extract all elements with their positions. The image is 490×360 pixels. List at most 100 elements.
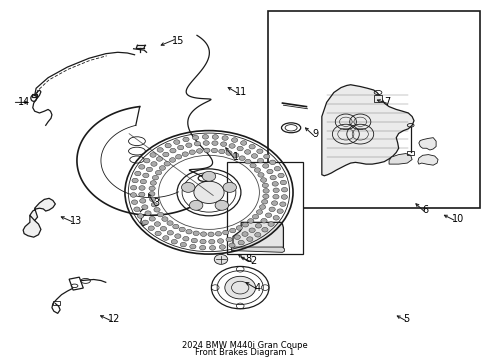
Circle shape	[242, 222, 248, 227]
Circle shape	[229, 144, 235, 148]
Circle shape	[135, 171, 141, 176]
Circle shape	[195, 141, 200, 146]
Circle shape	[264, 154, 270, 159]
Text: 15: 15	[172, 36, 184, 46]
Circle shape	[281, 195, 288, 199]
Circle shape	[190, 201, 203, 210]
Circle shape	[175, 234, 181, 238]
Circle shape	[139, 192, 145, 197]
Circle shape	[251, 154, 258, 158]
Circle shape	[249, 228, 255, 233]
Circle shape	[208, 232, 214, 237]
Circle shape	[257, 149, 263, 153]
Circle shape	[239, 156, 245, 161]
Circle shape	[152, 175, 159, 180]
Circle shape	[245, 150, 251, 154]
Circle shape	[202, 135, 209, 139]
Circle shape	[139, 165, 145, 169]
Circle shape	[212, 141, 218, 145]
Circle shape	[150, 153, 156, 157]
Circle shape	[200, 239, 206, 244]
Circle shape	[193, 231, 199, 235]
Circle shape	[271, 201, 278, 206]
Circle shape	[193, 135, 199, 140]
Text: 11: 11	[235, 87, 247, 97]
Circle shape	[241, 141, 247, 145]
Circle shape	[202, 171, 216, 181]
Circle shape	[233, 153, 239, 158]
Circle shape	[180, 242, 187, 247]
Circle shape	[186, 229, 192, 234]
Circle shape	[254, 168, 261, 172]
Circle shape	[256, 210, 263, 214]
Circle shape	[272, 181, 278, 186]
Polygon shape	[419, 138, 436, 150]
Circle shape	[183, 237, 189, 241]
Circle shape	[215, 201, 228, 210]
Text: 10: 10	[451, 214, 464, 224]
Circle shape	[249, 144, 255, 149]
Circle shape	[142, 205, 148, 210]
Circle shape	[247, 219, 254, 223]
Text: 14: 14	[18, 98, 30, 107]
Text: 8: 8	[245, 255, 251, 264]
Circle shape	[270, 175, 276, 180]
Circle shape	[167, 230, 173, 235]
Text: 12: 12	[108, 314, 121, 324]
Bar	[53, 301, 60, 305]
Circle shape	[277, 209, 283, 213]
Circle shape	[186, 143, 192, 148]
Circle shape	[263, 194, 269, 199]
Polygon shape	[418, 154, 438, 165]
Circle shape	[170, 148, 176, 153]
Circle shape	[149, 192, 155, 196]
Circle shape	[278, 173, 284, 178]
Circle shape	[212, 135, 219, 139]
Circle shape	[177, 145, 184, 150]
Circle shape	[259, 205, 266, 209]
Circle shape	[167, 221, 173, 225]
Circle shape	[182, 152, 188, 157]
Circle shape	[130, 185, 137, 190]
Circle shape	[165, 143, 171, 148]
Circle shape	[222, 136, 228, 140]
Circle shape	[245, 159, 251, 164]
Circle shape	[145, 211, 151, 215]
Circle shape	[219, 245, 225, 249]
Circle shape	[149, 216, 155, 221]
Circle shape	[263, 163, 269, 168]
Circle shape	[164, 161, 171, 166]
Circle shape	[142, 220, 148, 225]
Circle shape	[209, 239, 215, 244]
Polygon shape	[389, 154, 412, 164]
Bar	[374, 95, 382, 102]
Text: 4: 4	[255, 283, 261, 293]
Circle shape	[179, 227, 185, 232]
Circle shape	[238, 240, 245, 245]
Circle shape	[218, 239, 223, 243]
Bar	[407, 151, 414, 155]
Circle shape	[151, 162, 157, 166]
Text: 9: 9	[312, 129, 318, 139]
Circle shape	[214, 255, 228, 264]
Circle shape	[159, 166, 166, 170]
Circle shape	[215, 231, 221, 236]
Circle shape	[269, 207, 275, 212]
Circle shape	[134, 207, 140, 212]
Circle shape	[189, 150, 196, 154]
Circle shape	[255, 233, 261, 237]
Bar	[227, 162, 303, 254]
Circle shape	[132, 178, 138, 183]
Circle shape	[199, 246, 206, 250]
Circle shape	[157, 212, 164, 217]
Circle shape	[140, 179, 147, 184]
Circle shape	[175, 154, 182, 159]
Text: 5: 5	[403, 314, 410, 324]
Circle shape	[200, 232, 207, 237]
Circle shape	[157, 148, 163, 152]
Circle shape	[257, 158, 264, 163]
Circle shape	[242, 232, 248, 237]
Circle shape	[274, 166, 281, 171]
Circle shape	[191, 238, 197, 243]
Bar	[268, 12, 480, 208]
